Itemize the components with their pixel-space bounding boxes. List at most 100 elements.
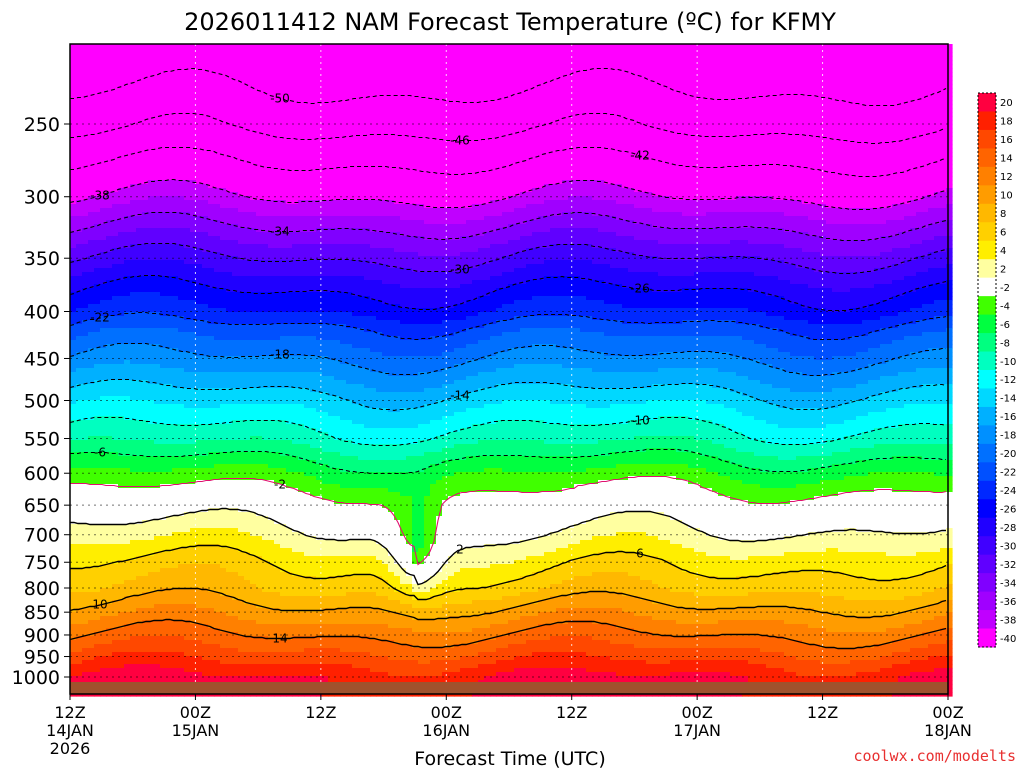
temperature-cell [124,472,131,477]
temperature-cell [196,120,203,125]
temperature-cell [142,452,149,457]
temperature-cell [100,252,107,257]
temperature-cell [232,448,239,453]
temperature-cell [226,648,233,653]
temperature-cell [112,48,119,53]
temperature-cell [250,176,257,181]
temperature-cell [202,320,209,325]
temperature-cell [196,300,203,305]
temperature-cell [136,72,143,77]
temperature-cell [106,288,113,293]
temperature-cell [130,140,137,145]
temperature-cell [106,668,113,673]
temperature-cell [232,668,239,673]
temperature-cell [70,88,77,93]
temperature-cell [106,300,113,305]
temperature-cell [100,60,107,65]
temperature-cell [82,152,89,157]
temperature-cell [178,236,185,241]
temperature-cell [244,440,251,445]
temperature-cell [172,184,179,189]
temperature-cell [244,532,251,537]
temperature-cell [136,184,143,189]
temperature-cell [154,300,161,305]
temperature-cell [70,232,77,237]
temperature-cell [148,280,155,285]
temperature-cell [214,276,221,281]
temperature-cell [124,624,131,629]
temperature-cell [166,76,173,81]
temperature-cell [178,44,185,49]
temperature-cell [136,660,143,665]
temperature-cell [178,288,185,293]
temperature-cell [112,312,119,317]
temperature-cell [136,612,143,617]
temperature-cell [190,676,197,681]
temperature-cell [166,288,173,293]
temperature-cell [190,640,197,645]
temperature-cell [154,412,161,417]
temperature-cell [220,424,227,429]
temperature-cell [238,292,245,297]
temperature-cell [202,496,209,501]
temperature-cell [76,468,83,473]
temperature-cell [184,60,191,65]
temperature-cell [94,520,101,525]
temperature-cell [148,96,155,101]
temperature-cell [142,52,149,57]
temperature-cell [88,500,95,505]
temperature-cell [76,592,83,597]
temperature-cell [184,608,191,613]
temperature-cell [142,300,149,305]
temperature-cell [112,280,119,285]
temperature-cell [232,484,239,489]
temperature-cell [76,500,83,505]
temperature-cell [130,220,137,225]
temperature-cell [226,64,233,69]
temperature-cell [166,652,173,657]
temperature-cell [190,184,197,189]
temperature-cell [112,320,119,325]
temperature-cell [232,672,239,677]
temperature-cell [160,676,167,681]
temperature-cell [130,628,137,633]
temperature-cell [226,212,233,217]
temperature-cell [214,576,221,581]
temperature-cell [142,292,149,297]
temperature-cell [214,168,221,173]
temperature-cell [154,400,161,405]
temperature-cell [202,300,209,305]
temperature-cell [94,556,101,561]
temperature-cell [82,224,89,229]
temperature-cell [166,124,173,129]
temperature-cell [100,452,107,457]
temperature-cell [178,532,185,537]
temperature-cell [136,472,143,477]
temperature-cell [166,568,173,573]
temperature-cell [190,200,197,205]
temperature-cell [88,492,95,497]
temperature-cell [142,288,149,293]
temperature-cell [154,356,161,361]
temperature-cell [118,564,125,569]
temperature-cell [184,232,191,237]
temperature-cell [166,144,173,149]
temperature-cell [202,360,209,365]
temperature-cell [88,488,95,493]
temperature-cell [82,468,89,473]
temperature-cell [244,452,251,457]
temperature-cell [208,568,215,573]
temperature-cell [196,240,203,245]
temperature-cell [94,580,101,585]
temperature-cell [160,524,167,529]
temperature-cell [238,588,245,593]
temperature-cell [154,284,161,289]
temperature-cell [190,224,197,229]
temperature-cell [238,352,245,357]
temperature-cell [166,420,173,425]
temperature-cell [124,424,131,429]
temperature-cell [214,548,221,553]
temperature-cell [214,580,221,585]
temperature-cell [124,664,131,669]
temperature-cell [166,464,173,469]
